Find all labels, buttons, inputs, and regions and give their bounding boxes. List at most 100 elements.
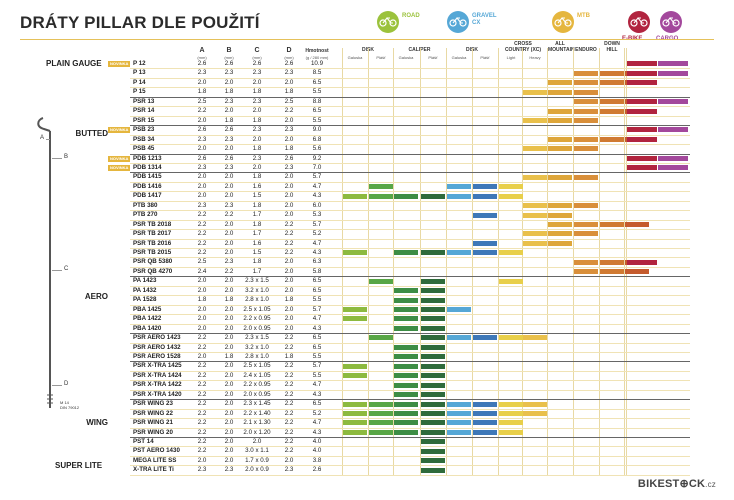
category-label: ROAD — [402, 13, 420, 19]
dim-value-w: 4.7 — [312, 182, 322, 190]
use-bar — [369, 401, 393, 407]
row-divider — [130, 219, 690, 221]
use-bar — [421, 467, 445, 473]
dim-value-b: 1.8 — [224, 116, 234, 124]
dim-value-b: 2.0 — [224, 78, 234, 86]
dim-value-b: 2.3 — [224, 466, 234, 474]
dim-value-b: 2.0 — [224, 220, 234, 228]
dim-value-c: 2.3 x 1.5 — [245, 277, 269, 285]
dim-value-c: 1.8 — [252, 201, 262, 209]
spoke-label-d: D — [64, 381, 69, 387]
use-bar — [394, 250, 418, 256]
dim-unit: (mm) — [224, 55, 234, 60]
use-bar — [499, 193, 523, 199]
dim-value-a: 2.2 — [197, 447, 207, 455]
dim-value-w: 5.7 — [312, 220, 322, 228]
use-bar — [574, 80, 598, 86]
use-bar — [421, 278, 445, 284]
grid-column-line — [522, 48, 523, 475]
row-divider — [130, 248, 690, 249]
row-divider — [130, 427, 690, 429]
dim-value-w: 4.7 — [312, 315, 322, 323]
row-divider — [130, 465, 690, 467]
dim-value-d: 2.5 — [284, 97, 294, 105]
use-bar — [627, 80, 657, 86]
use-bar — [627, 61, 657, 67]
table-row-name: PSR X-TRA 1420 — [133, 390, 182, 398]
dim-value-a: 2.0 — [197, 116, 207, 124]
dim-value-a: 2.2 — [197, 438, 207, 445]
dim-value-d: 2.0 — [284, 78, 294, 86]
use-bar — [627, 108, 657, 114]
use-bar — [600, 80, 624, 86]
dim-value-c: 3.2 x 1.0 — [245, 286, 269, 294]
dim-value-w: 6.5 — [312, 78, 322, 86]
logo-suffix: .cz — [705, 480, 716, 489]
dim-value-w: 5.5 — [312, 371, 322, 379]
dim-value-a: 2.0 — [197, 305, 207, 313]
dim-value-a: 2.3 — [197, 163, 207, 171]
dim-value-w: 5.5 — [312, 352, 322, 360]
table-row-name: P 13 — [133, 69, 146, 77]
use-bar — [421, 325, 445, 331]
use-bar — [574, 89, 598, 95]
dim-value-d: 2.2 — [284, 343, 294, 351]
dim-value-c: 1.5 — [252, 192, 262, 200]
use-bar — [369, 184, 393, 190]
dim-value-b: 2.2 — [224, 211, 234, 219]
group-label: SUPER LITE — [55, 461, 103, 470]
use-bar — [574, 203, 598, 209]
dim-value-a: 2.0 — [197, 277, 207, 285]
row-divider — [130, 314, 690, 316]
use-bar — [499, 335, 523, 341]
dim-value-w: 6.5 — [312, 334, 322, 342]
grid-column-line — [573, 48, 574, 475]
use-bar — [658, 127, 688, 133]
use-bar — [421, 401, 445, 407]
dim-value-w: 5.7 — [312, 305, 322, 313]
table-row-name: PSR WING 20 — [133, 428, 173, 436]
use-bar — [394, 382, 418, 388]
use-bar — [421, 354, 445, 360]
dim-value-a: 2.2 — [197, 371, 207, 379]
dim-value-w: 5.6 — [312, 145, 322, 153]
use-bar — [523, 212, 547, 218]
dim-value-c: 3.0 x 1.1 — [245, 447, 269, 455]
dim-value-w: 8.5 — [312, 69, 322, 77]
dim-value-d: 1.8 — [284, 352, 294, 360]
use-bar — [369, 193, 393, 199]
use-bar — [523, 335, 547, 341]
table-row-name: PSR 13 — [133, 97, 155, 105]
dim-value-a: 2.0 — [197, 324, 207, 332]
dim-value-c: 1.7 x 0.9 — [245, 456, 269, 464]
dim-value-b: 2.0 — [224, 428, 234, 436]
dim-value-w: 5.2 — [312, 409, 322, 417]
dim-value-a: 2.2 — [197, 400, 207, 408]
dim-header: A — [199, 47, 205, 54]
use-bar — [574, 221, 598, 227]
row-divider — [130, 181, 690, 183]
dim-value-w: 7.0 — [312, 163, 322, 171]
use-bar — [627, 127, 657, 133]
dim-value-d: 2.2 — [284, 230, 294, 238]
table-row-name: MEGA LITE SS — [133, 456, 177, 464]
dim-value-a: 2.2 — [197, 362, 207, 370]
use-bar — [627, 165, 657, 171]
use-bar — [523, 146, 547, 152]
dim-value-w: 6.5 — [312, 277, 322, 285]
use-sub-header: Galuska — [347, 55, 363, 60]
spoke-label-b: B — [64, 154, 69, 160]
dim-unit: (mm) — [252, 55, 262, 60]
use-bar — [600, 108, 624, 114]
use-bar — [473, 410, 497, 416]
dim-value-b: 2.0 — [224, 447, 234, 455]
dim-value-w: 6.5 — [312, 343, 322, 351]
use-bar — [473, 401, 497, 407]
use-bar — [499, 250, 523, 256]
use-bar — [499, 278, 523, 284]
table-row-name: PBA 1420 — [133, 324, 162, 332]
dim-value-c: 1.8 — [252, 258, 262, 266]
dim-value-c: 2.0 — [252, 163, 262, 171]
use-bar — [548, 174, 572, 180]
use-bar — [499, 184, 523, 190]
